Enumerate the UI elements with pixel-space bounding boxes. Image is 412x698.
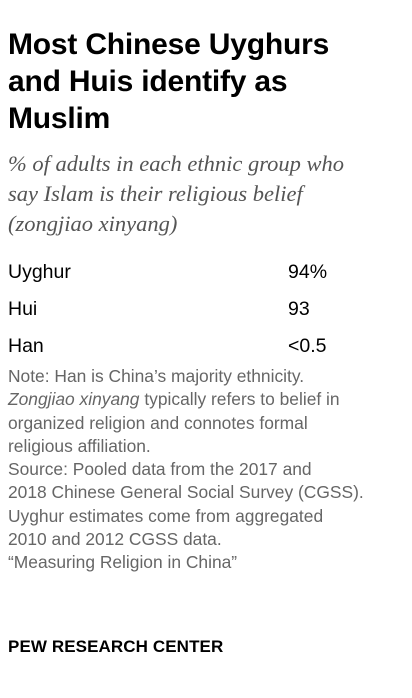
note-line: Note: Han is China’s majority ethnicity. xyxy=(8,366,305,386)
note-line: religious affiliation. xyxy=(8,435,151,456)
row-label-hui: Hui xyxy=(8,298,38,320)
source-line: Uyghur estimates come from aggregated xyxy=(8,505,324,526)
data-table: Uyghur 94% Hui 93 Han <0.5 xyxy=(8,254,406,365)
note-line: Zongjiao xinyang typically refers to bel… xyxy=(8,388,406,411)
note-text: typically refers to belief in xyxy=(139,389,340,410)
row-value-han: <0.5 xyxy=(288,335,327,357)
row-value-uyghur: 94% xyxy=(288,261,328,283)
chart-title: Most Chinese Uyghurs and Huis identify a… xyxy=(8,26,406,137)
table-row: Hui 93 xyxy=(8,291,406,328)
source-line: “Measuring Religion in China” xyxy=(8,552,238,573)
footer-credit: PEW RESEARCH CENTER xyxy=(8,637,224,656)
source-line: 2018 Chinese General Social Survey (CGSS… xyxy=(8,482,364,503)
row-label-uyghur: Uyghur xyxy=(8,261,71,283)
row-value-hui: 93 xyxy=(288,298,310,320)
table-row: Uyghur 94% xyxy=(8,254,406,291)
row-label-han: Han xyxy=(8,335,44,357)
subtitle-line: say Islam is their religious belief xyxy=(8,181,303,206)
title-line: and Huis identify as xyxy=(8,65,288,98)
chart-subtitle: % of adults in each ethnic group who say… xyxy=(8,149,406,239)
table-row: Han <0.5 xyxy=(8,328,406,365)
subtitle-line: % of adults in each ethnic group who xyxy=(8,151,345,176)
chart-container: Most Chinese Uyghurs and Huis identify a… xyxy=(8,26,406,575)
chart-notes: Note: Han is China’s majority ethnicity.… xyxy=(8,365,406,575)
note-line: organized religion and connotes formal xyxy=(8,412,308,433)
subtitle-line: (zongjiao xinyang) xyxy=(8,211,178,236)
source-line: 2010 and 2012 CGSS data. xyxy=(8,529,222,550)
title-line: Most Chinese Uyghurs xyxy=(8,28,330,61)
note-italic-term: Zongjiao xinyang xyxy=(8,389,140,410)
source-line: Source: Pooled data from the 2017 and xyxy=(8,459,312,480)
title-line: Muslim xyxy=(8,102,111,135)
